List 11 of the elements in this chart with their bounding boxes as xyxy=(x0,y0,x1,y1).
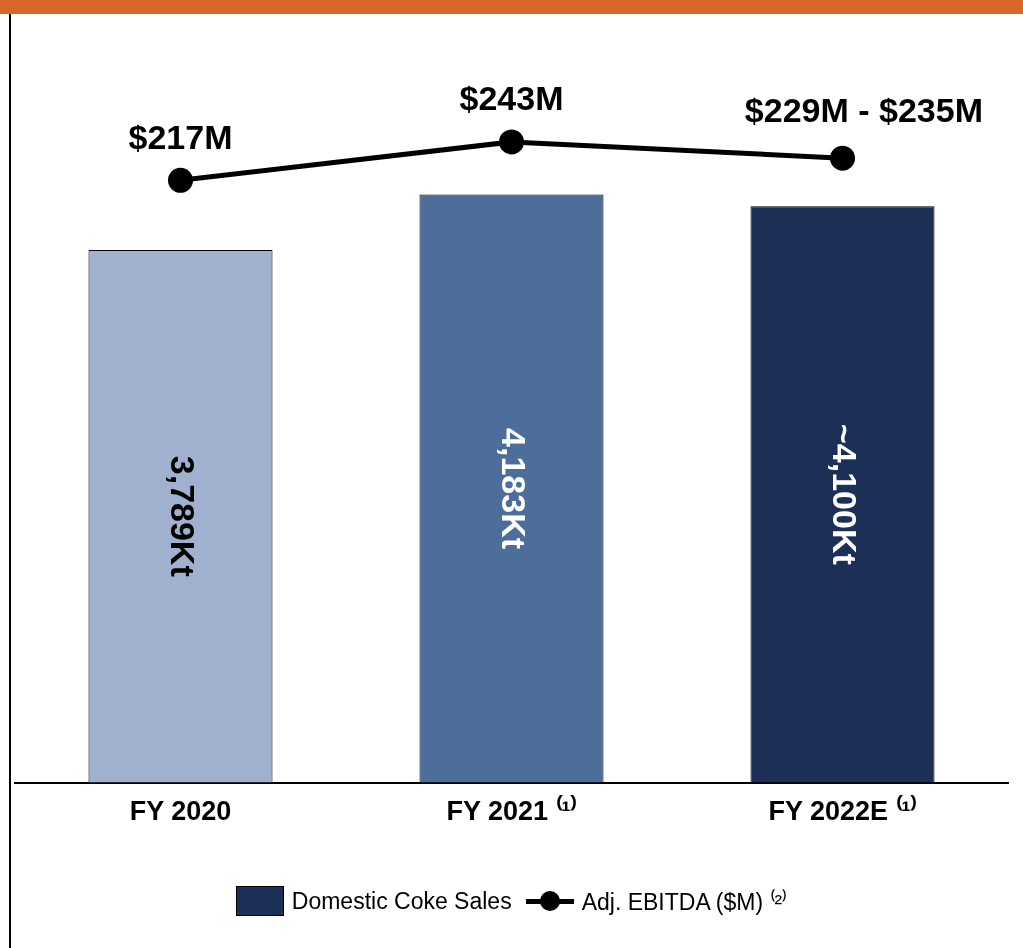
data-label: 3,789Kt xyxy=(164,455,203,577)
x-tick-label: FY 2021 ⁽¹⁾ xyxy=(446,795,577,827)
x-tick-label: FY 2022E ⁽¹⁾ xyxy=(768,795,917,827)
annotation: $229M - $235M xyxy=(744,91,983,130)
data-label: ~4,100Kt xyxy=(826,423,865,565)
data-label: 4,183Kt xyxy=(495,428,534,550)
legend-label: Domestic Coke Sales xyxy=(291,887,512,915)
legend-label: Adj. EBITDA ($M) ⁽²⁾ xyxy=(581,888,788,917)
data-label: $243M xyxy=(459,79,564,118)
data-label: $217M xyxy=(128,117,233,156)
x-tick-label: FY 2020 xyxy=(129,796,232,827)
